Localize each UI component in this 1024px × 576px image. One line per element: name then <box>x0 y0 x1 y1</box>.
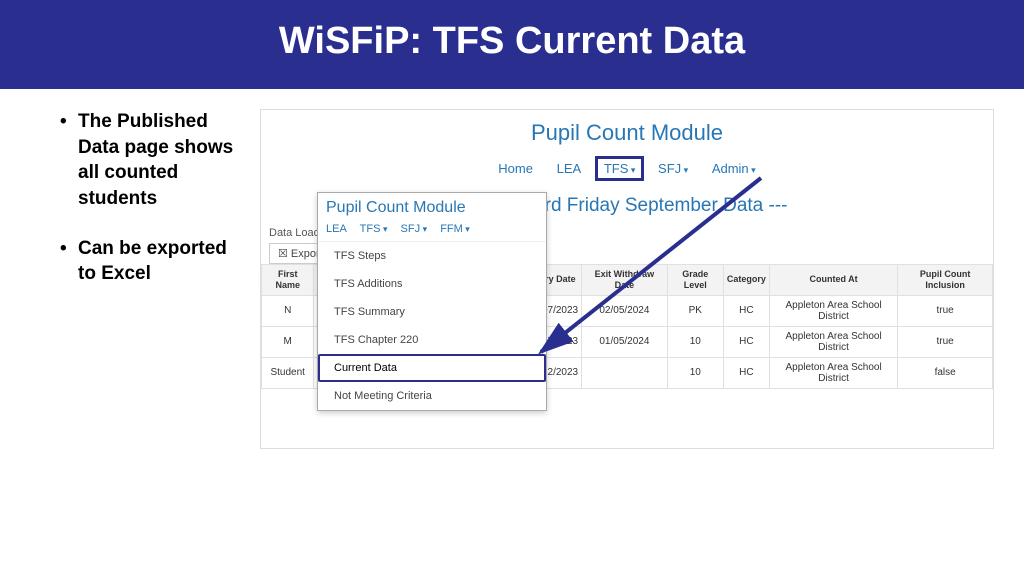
table-cell: Appleton Area School District <box>769 295 897 326</box>
nav-sfj[interactable]: SFJ <box>648 157 698 180</box>
dropdown-item[interactable]: Not Meeting Criteria <box>318 382 546 410</box>
slide-title: WiSFiP: TFS Current Data <box>0 20 1024 63</box>
module-title: Pupil Count Module <box>261 110 993 152</box>
tfs-dropdown-panel: Pupil Count Module LEA TFS SFJ FFM TFS S… <box>317 192 547 411</box>
table-header: Pupil Count Inclusion <box>898 265 993 296</box>
table-cell: N <box>262 295 314 326</box>
table-header: Exit Withdraw Date <box>582 265 668 296</box>
mini-nav-sfj[interactable]: SFJ <box>401 223 428 235</box>
table-cell: true <box>898 295 993 326</box>
slide-body: The Published Data page shows all counte… <box>0 89 1024 449</box>
top-nav: Home LEA TFS SFJ Admin <box>261 152 993 189</box>
table-cell: 02/05/2024 <box>582 295 668 326</box>
bullet-item: Can be exported to Excel <box>60 236 240 287</box>
table-cell <box>582 357 668 388</box>
nav-admin[interactable]: Admin <box>702 157 766 180</box>
nav-home[interactable]: Home <box>488 157 543 180</box>
dropdown-mini-title: Pupil Count Module <box>318 193 546 221</box>
table-cell: Appleton Area School District <box>769 326 897 357</box>
mini-nav-lea[interactable]: LEA <box>326 223 347 235</box>
table-header: First Name <box>262 265 314 296</box>
dropdown-item[interactable]: TFS Additions <box>318 270 546 298</box>
table-cell: HC <box>723 357 769 388</box>
table-header: Category <box>723 265 769 296</box>
slide-header: WiSFiP: TFS Current Data <box>0 0 1024 89</box>
table-cell: true <box>898 326 993 357</box>
table-cell: 01/05/2024 <box>582 326 668 357</box>
mini-nav-tfs[interactable]: TFS <box>360 223 388 235</box>
table-cell: Student <box>262 357 314 388</box>
table-cell: HC <box>723 295 769 326</box>
table-cell: false <box>898 357 993 388</box>
table-cell: HC <box>723 326 769 357</box>
dropdown-item[interactable]: TFS Summary <box>318 298 546 326</box>
table-cell: 10 <box>667 357 723 388</box>
table-header: Grade Level <box>667 265 723 296</box>
nav-tfs[interactable]: TFS <box>595 156 645 181</box>
bullet-list: The Published Data page shows all counte… <box>60 109 240 449</box>
mini-nav-ffm[interactable]: FFM <box>440 223 470 235</box>
nav-lea[interactable]: LEA <box>547 157 592 180</box>
dropdown-item[interactable]: TFS Chapter 220 <box>318 326 546 354</box>
table-cell: M <box>262 326 314 357</box>
bullet-item: The Published Data page shows all counte… <box>60 109 240 212</box>
table-cell: PK <box>667 295 723 326</box>
dropdown-item[interactable]: TFS Steps <box>318 242 546 270</box>
table-cell: Appleton Area School District <box>769 357 897 388</box>
app-screenshot: Pupil Count Module Home LEA TFS SFJ Admi… <box>260 109 994 449</box>
dropdown-item[interactable]: Current Data <box>318 354 546 382</box>
table-header: Counted At <box>769 265 897 296</box>
table-cell: 10 <box>667 326 723 357</box>
dropdown-mini-nav: LEA TFS SFJ FFM <box>318 221 546 242</box>
